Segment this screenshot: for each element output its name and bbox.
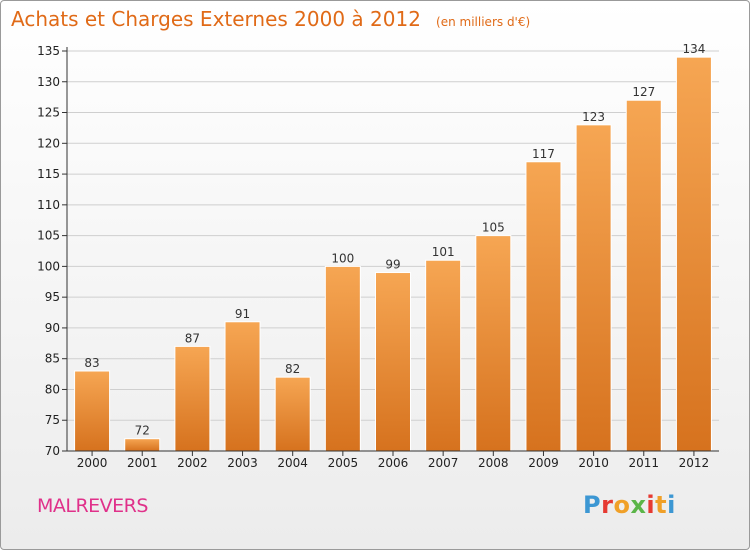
value-label-2003: 91 [235,307,250,321]
x-tick-label-2008: 2008 [478,456,509,470]
y-tick-label: 130 [37,75,60,89]
x-tick-label-2012: 2012 [679,456,710,470]
y-tick-label: 110 [37,198,60,212]
value-label-2011: 127 [632,85,655,99]
bar-2000 [74,370,111,452]
bar-2003 [224,321,261,452]
axis-layer: 70 75 80 85 90 95 100 105 110 115 120 125 130 135 2000… [37,44,719,470]
bar-2004 [274,376,311,452]
value-label-2005: 100 [331,251,354,265]
chart-title: Achats et Charges Externes 2000 à 2012 [11,7,421,31]
value-label-2010: 123 [582,110,605,124]
value-label-2007: 101 [432,245,455,259]
value-label-2000: 83 [84,356,99,370]
x-tick-label-2000: 2000 [77,456,108,470]
y-tick-label: 85 [45,352,60,366]
y-tick-label: 75 [45,413,60,427]
x-tick-label-2011: 2011 [628,456,659,470]
bar-2006 [375,272,411,452]
bar-2008 [475,235,512,452]
proxiti-logo: Proxiti [583,491,676,519]
x-tick-label-2001: 2001 [127,456,158,470]
bar-2005 [324,265,361,452]
x-tick-label-2007: 2007 [428,456,459,470]
y-tick-label: 100 [37,259,60,273]
y-tick-label: 80 [45,382,60,396]
x-tick-label-2002: 2002 [177,456,208,470]
y-tick-label: 120 [37,136,60,150]
bar-2009 [525,161,562,452]
logo-letter: o [613,491,631,519]
y-tick-label: 70 [45,444,60,458]
x-tick-label-2009: 2009 [528,456,559,470]
y-tick-label: 115 [37,167,60,181]
x-tick-label-2010: 2010 [578,456,609,470]
bar-2011 [625,99,662,452]
logo-letter: x [630,491,647,519]
logo-letter: P [583,491,602,519]
x-tick-label-2003: 2003 [227,456,258,470]
y-tick-label: 135 [37,44,60,58]
y-tick-label: 105 [37,229,60,243]
x-tick-label-2004: 2004 [277,456,308,470]
x-tick-label-2005: 2005 [328,456,359,470]
value-label-2006: 99 [385,258,400,272]
bar-2010 [575,124,612,452]
value-label-2002: 87 [185,331,200,345]
bar-2001 [124,438,161,452]
logo-letter: i [646,491,656,519]
title-row: Achats et Charges Externes 2000 à 2012 (… [11,7,530,31]
value-label-2004: 82 [285,362,300,376]
bar-2002 [174,345,211,452]
x-tick-label-2006: 2006 [378,456,409,470]
y-tick-label: 90 [45,321,60,335]
logo-letter: r [601,491,614,519]
logo-letter: t [655,491,668,519]
y-tick-label: 95 [45,290,60,304]
commune-name: MALREVERS [37,495,148,517]
y-tick-label: 125 [37,106,60,120]
logo-letter: i [667,491,676,519]
value-label-2001: 72 [135,424,150,438]
bar-2012 [675,56,712,452]
value-label-2008: 105 [482,221,505,235]
value-label-2009: 117 [532,147,555,161]
value-label-2012: 134 [682,42,705,56]
bar-2007 [425,259,462,452]
chart-unit: (en milliers d'€) [436,15,531,29]
